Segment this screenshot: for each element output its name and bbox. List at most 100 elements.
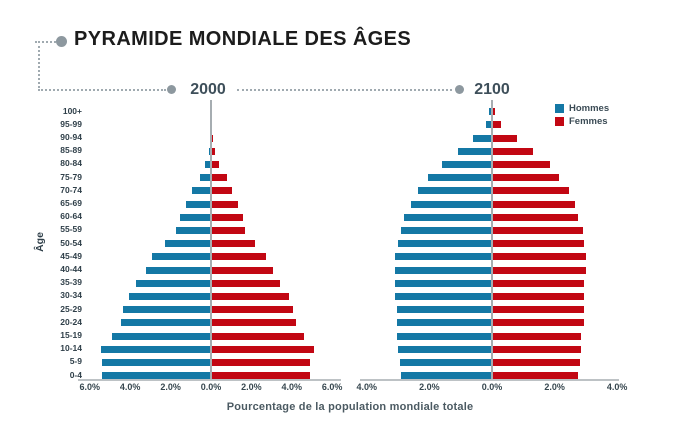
bar-femmes <box>492 121 502 129</box>
x-tick-label: 4.0% <box>281 382 303 392</box>
age-label: 50-54 <box>60 237 82 248</box>
bar-femmes <box>211 200 239 208</box>
x-tick-label: 4.0% <box>356 382 378 392</box>
bar-femmes <box>211 134 214 142</box>
age-label: 75-79 <box>60 171 82 182</box>
bar-femmes <box>492 319 585 327</box>
bar-femmes <box>211 332 304 340</box>
bar-femmes <box>492 147 533 155</box>
bar-femmes <box>492 345 582 353</box>
bar-hommes <box>129 292 211 300</box>
bar-femmes <box>211 319 296 327</box>
bar-hommes <box>457 147 492 155</box>
femmes-swatch-icon <box>555 117 564 126</box>
page-title: PYRAMIDE MONDIALE DES ÂGES <box>74 28 412 50</box>
bar-hommes <box>175 226 211 234</box>
age-label: 90-94 <box>60 132 82 142</box>
bar-femmes <box>211 358 310 366</box>
year-connector-line-mid <box>237 89 452 91</box>
bar-hommes <box>396 306 492 314</box>
bar-hommes <box>101 358 211 366</box>
bar-hommes <box>398 240 492 248</box>
age-label: 80-84 <box>60 158 82 169</box>
bar-hommes <box>112 332 211 340</box>
bar-femmes <box>492 372 579 380</box>
year-2100-bullet-icon <box>455 85 464 94</box>
age-label: 70-74 <box>60 184 82 195</box>
x-tick-label: 0.0% <box>481 382 503 392</box>
x-axis-title: Pourcentage de la population mondiale to… <box>226 401 474 413</box>
age-label: 35-39 <box>60 277 82 288</box>
bar-hommes <box>199 174 211 182</box>
bar-femmes <box>492 358 580 366</box>
bar-femmes <box>492 160 550 168</box>
hommes-swatch-icon <box>555 104 564 113</box>
x-tick-label: 2.0% <box>544 382 565 392</box>
bar-hommes <box>441 160 492 168</box>
legend-item-femmes: Femmes <box>555 115 609 128</box>
bar-femmes <box>211 266 273 274</box>
year-2000-bullet-icon <box>167 85 176 94</box>
bar-hommes <box>208 147 211 155</box>
age-label: 25-29 <box>60 303 82 314</box>
bar-femmes <box>492 279 585 287</box>
bar-femmes <box>492 306 585 314</box>
age-label: 30-34 <box>60 290 82 301</box>
age-label: 20-24 <box>60 316 82 327</box>
bar-femmes <box>492 187 569 195</box>
x-tick-label: 4.0% <box>606 382 628 392</box>
age-label: 0-4 <box>69 369 82 380</box>
title-bullet-icon <box>56 36 67 47</box>
bar-femmes <box>211 345 315 353</box>
x-tick-label: 4.0% <box>119 382 141 392</box>
bar-femmes <box>211 292 289 300</box>
bar-hommes <box>396 332 492 340</box>
bar-hommes <box>394 279 492 287</box>
chart-2100-title: 2100 <box>474 81 510 98</box>
chart-2000-title: 2000 <box>190 81 226 98</box>
title-connector-vline <box>38 46 40 88</box>
bar-hommes <box>121 319 211 327</box>
title-connector-line <box>35 41 56 43</box>
bar-hommes <box>398 345 492 353</box>
bar-hommes <box>123 306 211 314</box>
year-connector-line-left <box>38 89 166 91</box>
bar-femmes <box>211 279 280 287</box>
bar-femmes <box>492 213 579 221</box>
bar-femmes <box>492 134 518 142</box>
bar-hommes <box>485 121 492 129</box>
age-label: 60-64 <box>60 211 82 222</box>
bar-hommes <box>152 253 211 261</box>
x-tick-label: 2.0% <box>241 382 262 392</box>
bar-hommes <box>146 266 211 274</box>
bar-femmes <box>211 226 246 234</box>
bar-femmes <box>492 292 585 300</box>
bar-femmes <box>211 174 227 182</box>
x-tick-label: 2.0% <box>419 382 440 392</box>
legend-label-hommes: Hommes <box>569 103 610 114</box>
bar-hommes <box>399 358 492 366</box>
age-label: 95-99 <box>60 118 82 129</box>
bar-hommes <box>473 134 492 142</box>
x-tick-label: 2.0% <box>160 382 181 392</box>
age-label: 10-14 <box>60 343 82 354</box>
x-axis-line <box>360 379 619 381</box>
pyramid-center-line <box>210 100 212 379</box>
x-tick-label: 0.0% <box>200 382 222 392</box>
bar-femmes <box>211 160 220 168</box>
legend: Hommes Femmes <box>555 102 609 128</box>
legend-item-hommes: Hommes <box>555 102 609 115</box>
bar-femmes <box>211 240 256 248</box>
bar-femmes <box>492 200 575 208</box>
bar-femmes <box>211 147 216 155</box>
pyramid-center-line <box>491 100 493 379</box>
age-label: 100+ <box>62 105 82 116</box>
x-tick-label: 6.0% <box>79 382 101 392</box>
age-label: 55-59 <box>60 224 82 235</box>
age-label: 5-9 <box>69 356 82 367</box>
bar-hommes <box>164 240 211 248</box>
bar-femmes <box>211 306 293 314</box>
bar-hommes <box>136 279 211 287</box>
bar-hommes <box>396 319 492 327</box>
